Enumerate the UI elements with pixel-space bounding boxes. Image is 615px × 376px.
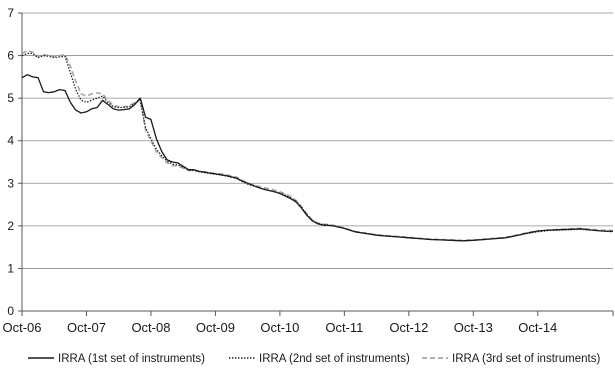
axes: [21, 13, 613, 312]
y-tick-label: 7: [7, 6, 14, 20]
legend-item-3: IRRA (3rd set of instruments): [422, 353, 600, 365]
series-lines: [21, 49, 614, 242]
y-axis-ticks: 0 1 2 3 4 5 6 7: [7, 6, 22, 318]
x-axis-ticks: Oct-06 Oct-07 Oct-08 Oct-09 Oct-10 Oct-11 Oct-…: [2, 311, 614, 335]
y-tick-label: 4: [7, 134, 14, 148]
y-tick-label: 2: [7, 219, 14, 233]
x-tick-label: Oct-14: [518, 320, 557, 335]
x-tick-label: Oct-13: [454, 320, 493, 335]
legend-item-2: IRRA (2nd set of instruments): [229, 353, 410, 365]
series-line-1: [21, 74, 614, 242]
legend-label: IRRA (2nd set of instruments): [259, 353, 410, 365]
y-tick-label: 6: [7, 49, 14, 63]
series-line-3: [21, 49, 614, 242]
x-tick-label: Oct-07: [67, 320, 106, 335]
legend-label: IRRA (1st set of instruments): [58, 353, 205, 365]
y-tick-label: 3: [7, 176, 14, 190]
x-tick-label: Oct-11: [325, 320, 363, 335]
y-tick-label: 5: [7, 91, 14, 105]
x-tick-label: Oct-12: [389, 320, 428, 335]
y-tick-label: 0: [7, 304, 14, 318]
y-tick-label: 1: [7, 261, 14, 275]
x-tick-label: Oct-06: [2, 320, 41, 335]
legend-item-1: IRRA (1st set of instruments): [28, 353, 205, 365]
x-tick-label: Oct-10: [260, 320, 299, 335]
x-tick-label: Oct-09: [196, 320, 235, 335]
gridlines: [22, 12, 613, 269]
x-tick-label: Oct-08: [131, 320, 170, 335]
legend-label: IRRA (3rd set of instruments): [452, 353, 600, 365]
legend: IRRA (1st set of instruments) IRRA (2nd s…: [28, 353, 600, 365]
series-line-2: [21, 52, 614, 242]
